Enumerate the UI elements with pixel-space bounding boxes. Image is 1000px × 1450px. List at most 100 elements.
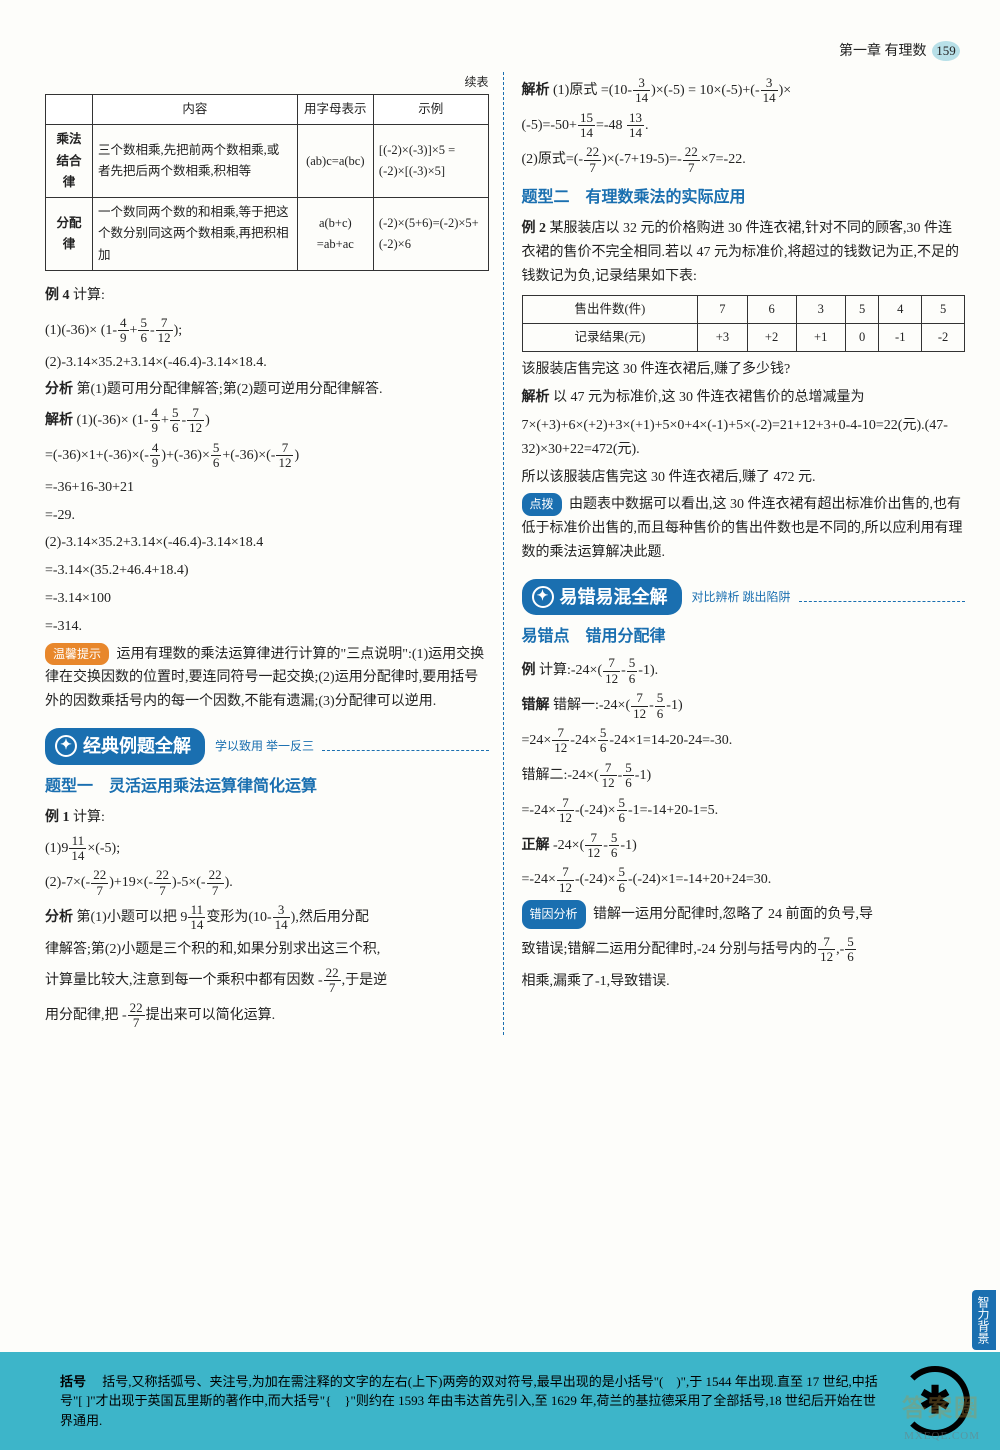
cell: 6	[747, 295, 796, 323]
cell: 0	[845, 324, 879, 352]
r-sol1: 解析 (1)原式 =(10-314)×(-5) = 10×(-5)+(-314)…	[522, 76, 966, 107]
tip1: 温馨提示 运用有理数的乘法运算律进行计算的"三点说明":(1)运用交换律在交换因…	[45, 643, 489, 714]
cell: +1	[796, 324, 845, 352]
analysis-text: 第(1)题可用分配律解答;第(2)题可逆用分配律解答.	[77, 382, 383, 397]
row-content: 一个数同两个数的和相乘,等于把这个数分别同这两个数相乘,再把积相加	[93, 198, 298, 271]
mistake-reason2: 致错误;错解二运用分配律时,-24 分别与括号内的712,-56	[522, 935, 966, 966]
right-column: 解析 (1)原式 =(10-314)×(-5) = 10×(-5)+(-314)…	[522, 72, 966, 1036]
table-row: 记录结果(元) +3 +2 +1 0 -1 -2	[522, 324, 965, 352]
banner-mistakes: ✦ 易错易混全解 对比辨析 跳出陷阱	[522, 579, 966, 616]
txt: 错解一:-24×	[553, 698, 625, 713]
txt: -24×	[570, 733, 597, 748]
txt: +(-36)×	[222, 448, 266, 463]
cell: 5	[845, 295, 879, 323]
txt: -(-24)×	[575, 872, 616, 887]
cell: 售出件数(件)	[522, 295, 698, 323]
row-formula: (ab)c=a(bc)	[297, 125, 373, 198]
sol-label: 解析	[45, 413, 73, 428]
ex-label: 例 1	[45, 810, 70, 825]
continued-label: 续表	[45, 72, 489, 92]
ex4-s8: =-314.	[45, 615, 489, 639]
footer-body: 括号,又称括弧号、夹注号,为加在需注释的文字的左右(上下)两旁的双对符号,最早出…	[60, 1374, 878, 1428]
cell: 7	[698, 295, 747, 323]
page-number: 159	[932, 41, 960, 61]
txt: =24×	[522, 733, 552, 748]
dash-line	[799, 592, 965, 602]
page-header: 第一章 有理数 159	[45, 40, 965, 64]
banner-icon: ✦	[532, 586, 554, 608]
ex2-sol3: 所以该服装店售完这 30 件连衣裙后,赚了 472 元.	[522, 466, 966, 490]
ex4-line1: (1)(-36)× (1-49+56-712);	[45, 316, 489, 347]
txt: 变形为	[206, 910, 248, 925]
ex-label: 例 4	[45, 288, 70, 303]
ex4-s7: =-3.14×100	[45, 587, 489, 611]
reason-tag: 错因分析	[522, 900, 586, 928]
example4: 例 4 计算:	[45, 281, 489, 312]
footer-title: 括号	[60, 1374, 86, 1389]
txt: (1)原式 =	[553, 83, 609, 98]
watermark-sub: MXEQE.COM	[904, 1427, 980, 1446]
row-example: (-2)×(5+6)=(-2)×5+(-2)×6	[373, 198, 488, 271]
r-sol3: (2)原式=(-227)×(-7+19-5)=-227×7=-22.	[522, 145, 966, 176]
row-content: 三个数相乘,先把前两个数相乘,或者先把后两个数相乘,积相等	[93, 125, 298, 198]
th-blank	[46, 95, 93, 125]
ex4-s5: (2)-3.14×35.2+3.14×(-46.4)-3.14×18.4	[45, 531, 489, 555]
chapter-label: 第一章	[839, 44, 881, 59]
cell: 4	[879, 295, 922, 323]
cell: 5	[922, 295, 965, 323]
txt: =-48	[596, 118, 623, 133]
txt: -5×	[177, 875, 197, 890]
txt: ,然后用分配	[295, 910, 369, 925]
banner-pill: ✦ 易错易混全解	[522, 579, 682, 616]
txt: 错解一运用分配律时,忽略了 24 前面的负号,导	[593, 907, 873, 922]
ex1-l2: (2)-7×(-227)+19×(-227)-5×(-227).	[45, 868, 489, 899]
txt: (1)(-36)×	[45, 323, 97, 338]
banner-icon: ✦	[55, 735, 77, 757]
table-row: 售出件数(件) 7 6 3 5 4 5	[522, 295, 965, 323]
ex2-text: 某服装店以 32 元的价格购进 30 件连衣裙,针对不同的顾客,30 件连衣裙的…	[522, 221, 960, 284]
subject-label: 有理数	[885, 44, 927, 59]
ex2-q: 该服装店售完这 30 件连衣裙后,赚了多少钱?	[522, 358, 966, 382]
banner-title: 经典例题全解	[83, 731, 191, 762]
th-example: 示例	[373, 95, 488, 125]
th-formula: 用字母表示	[297, 95, 373, 125]
ex1: 例 1 计算:	[45, 806, 489, 830]
footer-box: 括号 括号,又称括弧号、夹注号,为加在需注释的文字的左右(上下)两旁的双对符号,…	[0, 1352, 1000, 1450]
txt: -(-24)×	[575, 803, 616, 818]
side-tab: 智力背景	[972, 1290, 996, 1350]
cell: -2	[922, 324, 965, 352]
txt: -(-24)×1=-14+20+24=30.	[628, 872, 771, 887]
wrong-label: 错解	[522, 698, 550, 713]
ex4-sol: 解析 (1)(-36)× (1-49+56-712)	[45, 406, 489, 437]
mistake-title: 易错点 错用分配律	[522, 623, 966, 650]
mistake-w2: =24×712-24×56-24×1=14-20-24=-30.	[522, 726, 966, 757]
cell: -1	[879, 324, 922, 352]
txt: ,于是逆	[342, 973, 388, 988]
cell: 3	[796, 295, 845, 323]
txt: ;	[178, 323, 182, 338]
ex2-sol2: 7×(+3)+6×(+2)+3×(+1)+5×0+4×(-1)+5×(-2)=2…	[522, 414, 966, 462]
mistake-w4: =-24×712-(-24)×56-1=-14+20-1=5.	[522, 796, 966, 827]
ex-label: 例	[522, 663, 536, 678]
mistake-wrong: 错解 错解一:-24×(712-56-1)	[522, 691, 966, 722]
banner-sub: 学以致用 举一反三	[215, 736, 314, 756]
calc-label: 计算:	[73, 288, 105, 303]
txt: (-5)=-50+	[522, 118, 577, 133]
txt: 提出来可以简化运算.	[146, 1008, 276, 1023]
txt: ×(-5);	[87, 841, 120, 856]
mistake-reason3: 相乘,漏乘了-1,导致错误.	[522, 970, 966, 994]
cell: 记录结果(元)	[522, 324, 698, 352]
txt: 错解二:-24×	[522, 768, 594, 783]
mistake-c2: =-24×712-(-24)×56-(-24)×1=-14+20+24=30.	[522, 865, 966, 896]
txt: (1)9	[45, 841, 68, 856]
banner-pill: ✦ 经典例题全解	[45, 728, 205, 765]
txt: -24×1=14-20-24=-30.	[609, 733, 732, 748]
banner-examples: ✦ 经典例题全解 学以致用 举一反三	[45, 728, 489, 765]
ex4-s2: =(-36)×1+(-36)×(-49)+(-36)×56+(-36)×(-71…	[45, 441, 489, 472]
right-label: 正解	[522, 838, 550, 853]
ex1-analysis: 分析 第(1)小题可以把 91114变形为(10-314),然后用分配	[45, 903, 489, 934]
analysis-label: 分析	[45, 382, 73, 397]
ex-label: 例 2	[522, 221, 547, 236]
txt: +19×	[114, 875, 144, 890]
txt: -1=-14+20-1=5.	[628, 803, 718, 818]
